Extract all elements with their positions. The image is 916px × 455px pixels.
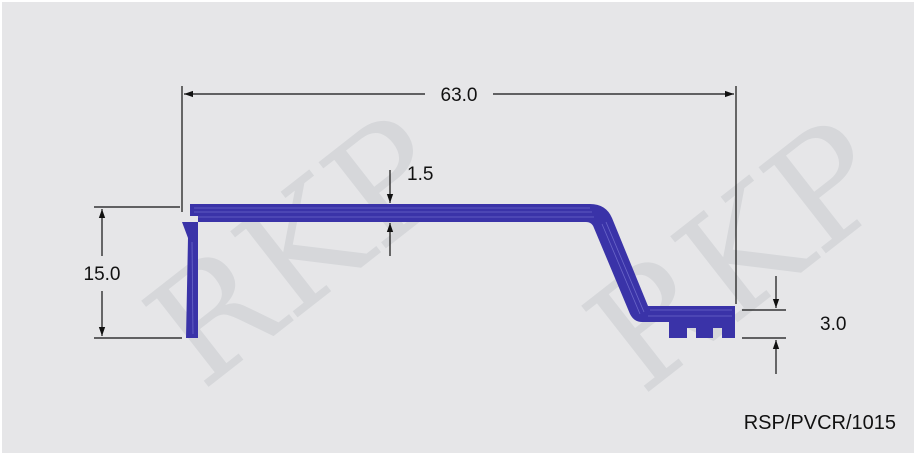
foot-dimension-label: 3.0 [820,314,846,335]
width-dimension-label: 63.0 [441,85,478,106]
profile-top-wall [190,204,735,322]
product-code: RSP/PVCR/1015 [743,412,896,434]
profile-left-leg [182,222,198,338]
profile-hatching [191,207,732,335]
dimension-lines [94,86,786,374]
thickness-dimension-label: 1.5 [407,164,433,185]
profile-section [182,204,735,338]
profile-feet [669,320,735,338]
height-dimension-label: 15.0 [84,264,121,285]
watermark-left: RKP [117,83,481,421]
watermark: RKP RKP [117,83,914,426]
